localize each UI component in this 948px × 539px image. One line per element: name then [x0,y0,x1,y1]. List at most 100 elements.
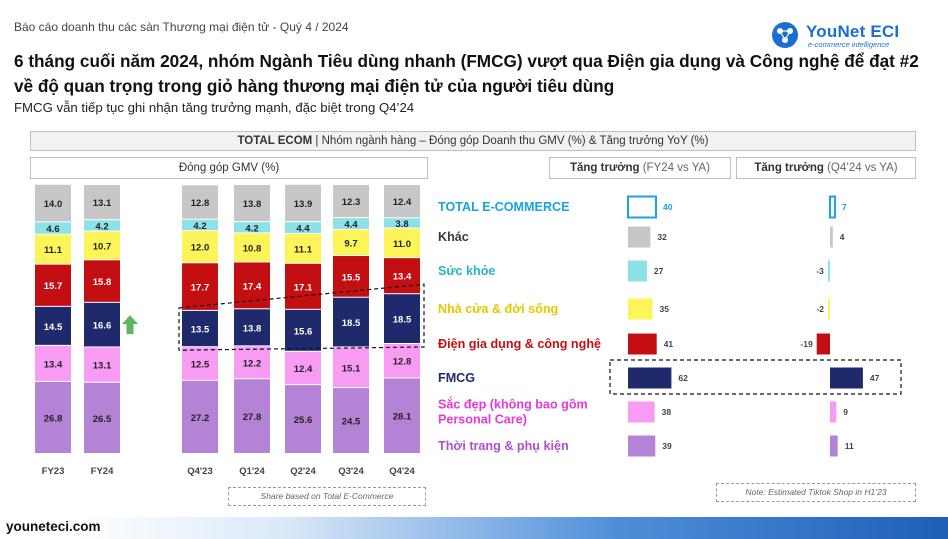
growth-q4-bar [830,226,833,248]
stacked-bar-segment [182,310,218,347]
stacked-bar-segment [234,262,270,309]
stacked-bar-segment [384,294,420,343]
stacked-bar-segment [234,222,270,233]
growth-fy-bar [628,435,656,457]
fmcg-highlight-box [609,359,902,395]
growth-q4-value: 47 [870,373,880,383]
logo-tagline: e-commerce intelligence [808,40,890,49]
data-label: 13.4 [393,272,412,283]
data-label: 18.5 [342,318,361,329]
growth-fy-bar [627,195,657,219]
stacked-bar-segment [35,345,71,381]
growth-fy-header: Tăng trưởng (FY24 vs YA) [549,157,731,179]
data-label: 17.4 [243,281,262,292]
stacked-bar-segment [234,346,270,379]
data-label: 26.8 [44,413,63,424]
growth-arrow-icon [122,315,138,335]
stacked-bar-segment [384,343,420,378]
stacked-bar-segment [285,222,321,233]
stacked-bar-segment [333,388,369,453]
tiktok-note: Note: Estimated Tiktok Shop in H1’23 [716,483,916,502]
logo-name: YouNet ECI [806,22,900,41]
data-label: 12.8 [393,357,412,368]
data-label: 17.7 [191,283,210,294]
growth-fy-bar [628,401,655,423]
stacked-bar-segment [285,263,321,309]
section-banner-bold: TOTAL ECOM [237,135,313,147]
stacked-bar-segment [234,379,270,453]
data-label: 12.4 [294,364,313,375]
data-label: 11.1 [44,245,63,256]
stacked-bar-segment [285,184,321,222]
data-label: 12.8 [191,198,210,209]
category-label: Điện gia dụng & công nghệ [438,337,601,351]
stacked-bar-segment [84,185,120,220]
stacked-bar-segment [234,185,270,222]
growth-fy-header-suffix: (FY24 vs YA) [639,162,711,174]
stacked-bar-segment [384,258,420,294]
stacked-bar-segment [35,264,71,306]
growth-q4-bar [830,401,837,423]
data-label: 12.3 [342,197,361,208]
x-tick-label: Q1'24 [239,466,265,477]
data-label: 12.5 [191,360,210,371]
growth-q4-bar [830,367,863,389]
data-label: 4.2 [95,221,108,232]
stacked-bar-segment [333,185,369,218]
stacked-bar-segment [35,381,71,453]
category-label: Sắc đẹp (không bao gồm [438,397,588,412]
stacked-bar-segment [84,347,120,382]
stacked-bar-segment [84,382,120,453]
fmcg-trend-box [178,283,425,351]
growth-fy-value: 35 [660,304,670,314]
data-label: 4.6 [46,224,59,235]
breadcrumb: Báo cáo doanh thu các sàn Thương mại điệ… [14,20,349,34]
stacked-bar-segment [182,380,218,453]
stacked-bar-segment [35,234,71,264]
data-label: 15.5 [342,272,361,283]
stacked-bar-segment [182,230,218,263]
stacked-bar-segment [285,309,321,351]
growth-q4-value: -19 [800,339,813,349]
data-label: 13.4 [44,359,63,370]
data-label: 10.7 [93,241,112,252]
section-banner-rest: | Nhóm ngành hàng – Đóng góp Doanh thu G… [312,135,709,147]
growth-q4-value: -3 [816,266,824,276]
x-tick-label: FY24 [91,466,114,477]
stacked-bar-segment [285,351,321,385]
growth-q4-bar [830,435,838,457]
growth-fy-value: 40 [663,202,673,212]
growth-fy-value: 32 [657,232,667,242]
stacked-bar-segment [285,385,321,453]
growth-fy-value: 41 [664,339,674,349]
data-label: 16.6 [93,321,112,332]
data-label: 4.4 [296,224,310,235]
stacked-bar-segment [384,378,420,453]
growth-q4-value: -2 [816,304,824,314]
growth-q4-value: 7 [842,202,847,212]
stacked-bar-segment [35,222,71,234]
data-label: 18.5 [393,315,412,326]
growth-fy-value: 39 [662,441,672,451]
logo-icon [772,22,798,48]
share-note: Share based on Total E-Commerce [228,487,426,506]
data-label: 27.8 [243,412,262,423]
data-label: 4.2 [245,223,258,234]
stacked-bar-segment [333,229,369,256]
x-tick-label: Q4'23 [187,466,213,477]
stacked-bar-segment [182,263,218,310]
stacked-bar-segment [285,233,321,263]
data-label: 13.1 [93,361,112,372]
stacked-bar-segment [84,220,120,231]
data-label: 13.8 [243,199,262,210]
category-label: Khác [438,230,469,244]
growth-fy-value: 27 [654,266,664,276]
data-label: 13.8 [243,323,262,334]
data-label: 4.4 [344,220,358,231]
data-label: 15.8 [93,277,112,288]
category-label: Thời trang & phụ kiện [438,439,569,453]
data-label: 28.1 [393,412,412,423]
footer-bar [0,517,948,539]
growth-fy-bar [628,367,672,389]
x-tick-label: Q4'24 [389,466,415,477]
